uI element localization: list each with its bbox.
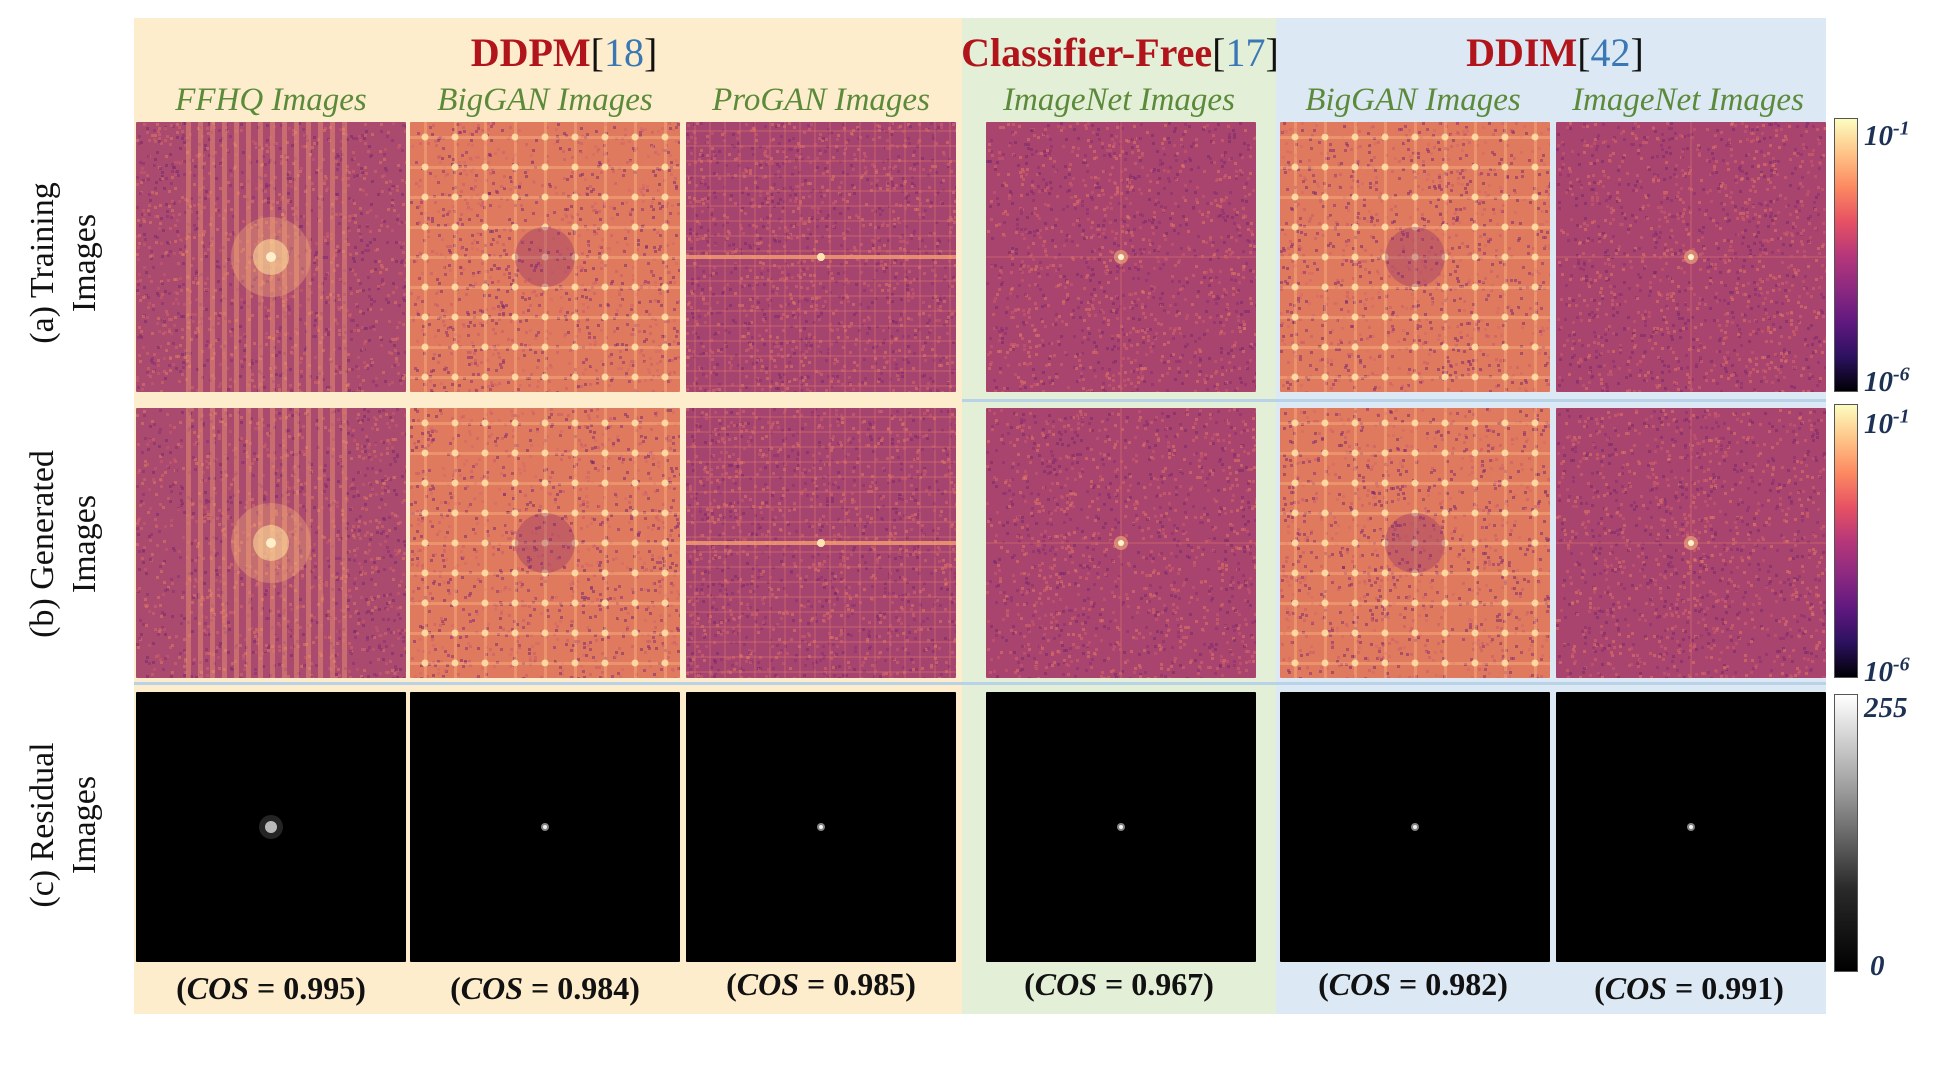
column-title: ProGAN Images: [712, 82, 930, 118]
residual-spectrum-image: [686, 692, 956, 962]
column-title: ImageNet Images: [1003, 82, 1235, 118]
training-spectrum-image: [136, 122, 406, 392]
row-separator-line: [134, 682, 1826, 685]
group-title-classifier-free: Classifier-Free[17]: [961, 30, 1279, 75]
training-spectrum-image: [986, 122, 1256, 392]
colorbar-max-label: 10-1: [1864, 405, 1910, 440]
colorbar-max-label: 255: [1864, 692, 1908, 724]
training-spectrum-image: [686, 122, 956, 392]
colorbar-min-label: 10-6: [1864, 653, 1910, 688]
cos-value: (COS = 0.995): [176, 970, 366, 1006]
training-spectrum-image: [1556, 122, 1826, 392]
generated-spectrum-image: [410, 408, 680, 678]
cos-value: (COS = 0.991): [1594, 970, 1784, 1006]
colorbar-min-label: 10-6: [1864, 363, 1910, 398]
column-title: ImageNet Images: [1572, 82, 1804, 118]
residual-spectrum-image: [1280, 692, 1550, 962]
training-spectrum-image: [410, 122, 680, 392]
group-title-ddim: DDIM[42]: [1466, 30, 1644, 75]
generated-spectrum-image: [686, 408, 956, 678]
residual-spectrum-image: [410, 692, 680, 962]
residual-spectrum-image: [1556, 692, 1826, 962]
group-title-ddpm: DDPM[18]: [470, 30, 658, 75]
colorbar-magma: [1834, 404, 1858, 678]
generated-spectrum-image: [136, 408, 406, 678]
cos-value: (COS = 0.985): [726, 966, 916, 1002]
training-spectrum-image: [1280, 122, 1550, 392]
generated-spectrum-image: [1280, 408, 1550, 678]
residual-spectrum-image: [986, 692, 1256, 962]
generated-spectrum-image: [986, 408, 1256, 678]
cos-value: (COS = 0.984): [450, 970, 640, 1006]
colorbar-max-label: 10-1: [1864, 117, 1910, 152]
column-title: FFHQ Images: [175, 82, 367, 118]
cos-value: (COS = 0.967): [1024, 966, 1214, 1002]
generated-spectrum-image: [1556, 408, 1826, 678]
row-separator-line: [962, 399, 1826, 402]
row-label-generated: (b) Generated Images: [24, 450, 103, 638]
cos-value: (COS = 0.982): [1318, 966, 1508, 1002]
residual-spectrum-image: [136, 692, 406, 962]
colorbar-min-label: 0: [1870, 950, 1885, 982]
row-label-training: (a) Training Images: [24, 182, 103, 344]
colorbar-gray: [1834, 694, 1858, 972]
column-title: BigGAN Images: [1305, 82, 1521, 118]
colorbar-magma: [1834, 118, 1858, 392]
row-label-residual: (c) Residual Images: [24, 742, 103, 908]
column-title: BigGAN Images: [437, 82, 653, 118]
